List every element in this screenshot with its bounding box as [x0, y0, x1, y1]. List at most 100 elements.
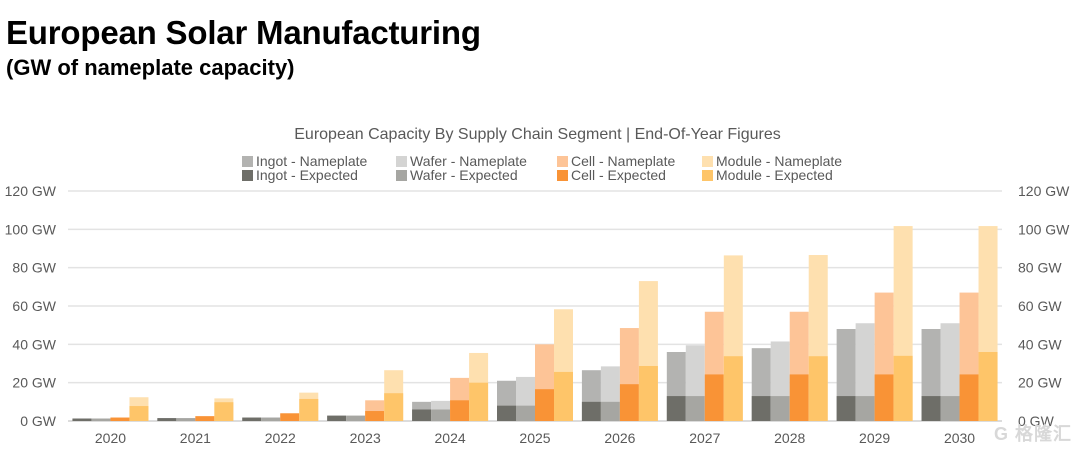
bar-cell-expected-2022: [280, 413, 300, 421]
bar-ingot-expected-2027: [666, 396, 686, 421]
legend-label: Module - Expected: [716, 167, 833, 183]
legend-swatch: [702, 169, 713, 181]
y-tick-label-left: 80 GW: [12, 260, 56, 276]
page-subtitle: (GW of nameplate capacity): [6, 55, 295, 80]
y-tick-label-right: 60 GW: [1018, 298, 1062, 314]
legend-item-module-nameplate: Module - Nameplate: [702, 154, 852, 168]
bar-ingot-expected-2025: [497, 405, 516, 421]
bar-wafer-expected-2027: [685, 396, 705, 421]
x-tick-label: 2024: [435, 430, 466, 446]
y-tick-label-right: 100 GW: [1018, 221, 1070, 237]
chart-legend: Ingot - Nameplate Wafer - Nameplate Cell…: [242, 154, 852, 182]
watermark: G 格隆汇: [993, 424, 1072, 444]
bar-cell-expected-2025: [535, 389, 554, 421]
bar-cell-expected-2030: [959, 374, 979, 421]
x-tick-label: 2030: [944, 430, 975, 446]
legend-swatch: [242, 169, 253, 181]
y-tick-label-left: 100 GW: [5, 221, 57, 237]
legend-swatch: [702, 155, 713, 167]
bar-ingot-expected-2024: [412, 409, 432, 421]
bar-ingot-expected-2022: [242, 417, 262, 421]
bar-wafer-expected-2023: [346, 415, 366, 421]
chart-title: European Capacity By Supply Chain Segmen…: [294, 126, 781, 143]
x-tick-label: 2026: [604, 430, 635, 446]
legend-item-wafer-nameplate: Wafer - Nameplate: [396, 154, 557, 168]
bar-cell-expected-2020: [110, 417, 130, 421]
y-tick-label-right: 0 GW: [1018, 413, 1055, 429]
bar-cell-expected-2023: [365, 411, 385, 421]
legend-label: Wafer - Expected: [410, 167, 518, 183]
bar-module-expected-2029: [893, 355, 913, 421]
legend-label: Ingot - Nameplate: [256, 153, 368, 169]
bar-module-expected-2026: [638, 365, 658, 421]
y-tick-label-left: 120 GW: [5, 183, 57, 199]
x-tick-label: 2022: [265, 430, 296, 446]
y-tick-label-right: 80 GW: [1018, 260, 1062, 276]
x-tick-label: 2021: [180, 430, 211, 446]
y-tick-label-right: 20 GW: [1018, 375, 1062, 391]
legend-item-cell-expected: Cell - Expected: [557, 168, 702, 182]
y-tick-label-left: 20 GW: [12, 375, 56, 391]
bar-cell-expected-2028: [789, 374, 809, 421]
bar-ingot-expected-2026: [581, 401, 601, 421]
bar-ingot-expected-2020: [72, 418, 92, 421]
bar-module-expected-2028: [808, 356, 828, 421]
legend-item-cell-nameplate: Cell - Nameplate: [557, 154, 702, 168]
legend-item-module-expected: Module - Expected: [702, 168, 852, 182]
x-tick-label: 2023: [350, 430, 381, 446]
bar-module-expected-2030: [978, 352, 998, 421]
bar-module-expected-2025: [554, 371, 573, 421]
legend-item-wafer-expected: Wafer - Expected: [396, 168, 557, 182]
legend-label: Ingot - Expected: [256, 167, 358, 183]
legend-label: Cell - Nameplate: [571, 153, 676, 169]
bar-wafer-expected-2029: [855, 396, 875, 421]
bar-module-expected-2023: [384, 393, 404, 421]
bar-cell-expected-2021: [195, 416, 215, 421]
x-tick-label: 2027: [689, 430, 720, 446]
x-tick-label: 2028: [774, 430, 805, 446]
axes: 0 GW 0 GW 20 GW 20 GW 40 GW 40 GW 60 GW 60 GW 80…: [5, 183, 1070, 446]
bar-wafer-expected-2021: [176, 418, 196, 421]
x-tick-label: 2025: [519, 430, 550, 446]
bar-wafer-expected-2026: [600, 401, 620, 421]
legend-swatch: [557, 155, 568, 167]
bar-module-expected-2024: [469, 382, 489, 421]
legend-swatch: [557, 169, 568, 181]
bar-cell-expected-2029: [874, 374, 894, 421]
x-tick-label: 2029: [859, 430, 890, 446]
bar-wafer-expected-2025: [516, 405, 535, 421]
x-tick-label: 2020: [95, 430, 126, 446]
page-title: European Solar Manufacturing: [6, 14, 481, 51]
bar-ingot-expected-2021: [157, 418, 177, 421]
y-tick-label-left: 40 GW: [12, 336, 56, 352]
bar-wafer-expected-2030: [940, 396, 960, 421]
bar-cell-expected-2027: [704, 374, 724, 421]
y-tick-label-right: 40 GW: [1018, 336, 1062, 352]
legend-swatch: [242, 155, 253, 167]
legend-label: Cell - Expected: [571, 167, 666, 183]
bar-wafer-expected-2024: [431, 409, 451, 421]
bar-ingot-expected-2030: [921, 396, 941, 421]
bar-wafer-expected-2022: [261, 417, 281, 421]
y-tick-label-left: 60 GW: [12, 298, 56, 314]
legend-item-ingot-nameplate: Ingot - Nameplate: [242, 154, 396, 168]
bar-module-expected-2021: [214, 402, 234, 421]
bars: [72, 226, 998, 421]
bar-cell-expected-2026: [619, 384, 639, 421]
bar-module-expected-2027: [723, 356, 743, 421]
y-tick-label-left: 0 GW: [20, 413, 57, 429]
y-tick-label-right: 120 GW: [1018, 183, 1070, 199]
legend-item-ingot-expected: Ingot - Expected: [242, 168, 396, 182]
bar-wafer-expected-2020: [91, 418, 111, 421]
bar-ingot-expected-2028: [751, 396, 771, 421]
legend-label: Module - Nameplate: [716, 153, 843, 169]
bar-cell-expected-2024: [450, 400, 470, 421]
bar-module-expected-2020: [129, 406, 149, 421]
legend-swatch: [396, 155, 407, 167]
bar-ingot-expected-2029: [836, 396, 856, 421]
bar-ingot-expected-2023: [327, 415, 347, 421]
legend-label: Wafer - Nameplate: [410, 153, 527, 169]
bar-module-expected-2022: [299, 398, 319, 421]
legend-swatch: [396, 169, 407, 181]
